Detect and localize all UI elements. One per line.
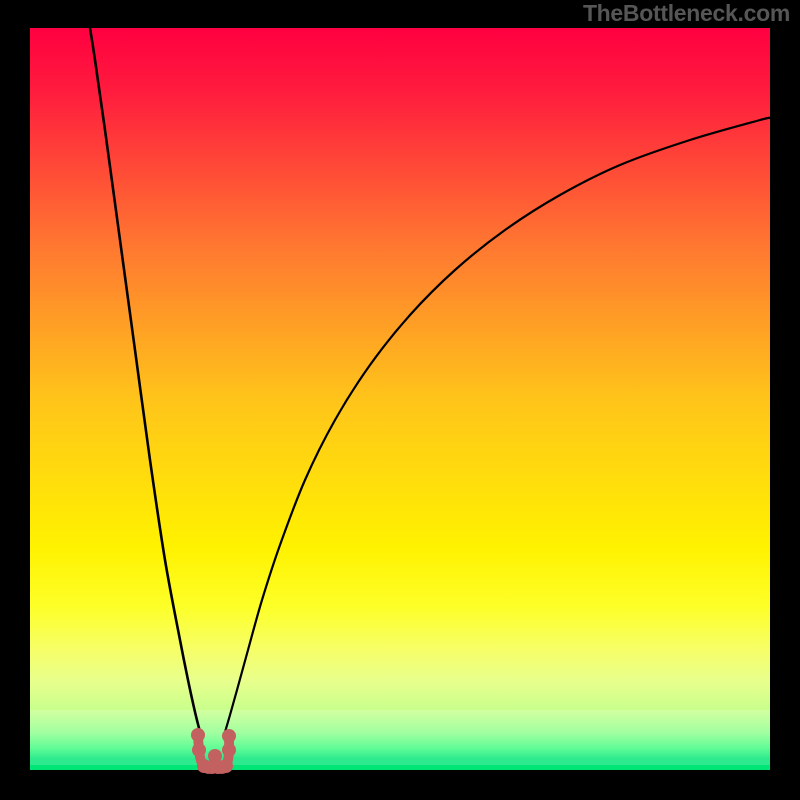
bottleneck-chart-svg [0,0,800,800]
chart-root: TheBottleneck.com [0,0,800,800]
bottom-u-marker-dot [222,729,236,743]
bottom-u-marker-dot [191,728,205,742]
bottom-u-marker-dot [192,743,206,757]
bottom-u-marker-dot [219,759,233,773]
bottom-light-band [30,710,770,765]
bottom-u-marker-dot [222,743,236,757]
